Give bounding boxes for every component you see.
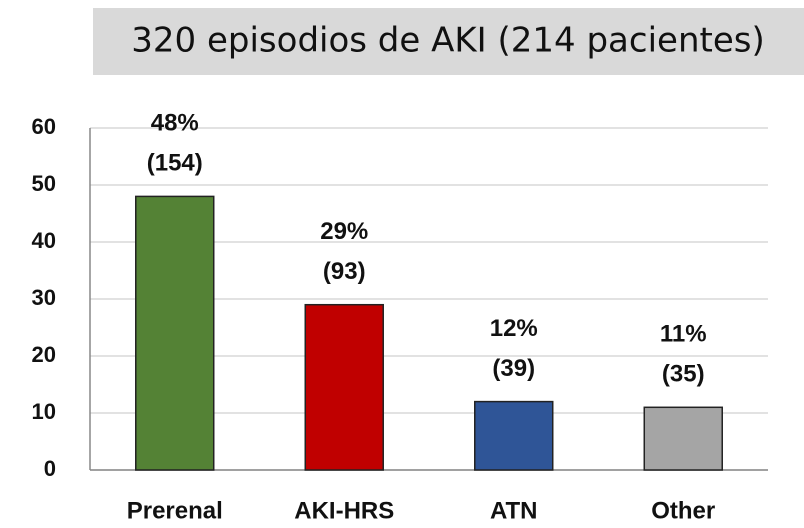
count-label: (154) <box>147 150 203 177</box>
y-tick-label: 30 <box>32 285 56 310</box>
x-tick-label: Other <box>651 497 715 524</box>
title-box <box>93 8 804 75</box>
value-label: 29% <box>320 218 368 245</box>
value-label: 48% <box>151 110 199 137</box>
x-tick-label: ATN <box>490 497 538 524</box>
y-tick-label: 50 <box>32 171 56 196</box>
y-tick-label: 60 <box>32 114 56 139</box>
value-label: 12% <box>490 315 538 342</box>
y-tick-label: 20 <box>32 342 56 367</box>
bar <box>304 303 384 471</box>
count-label: (35) <box>662 361 705 388</box>
y-tick-label: 10 <box>32 399 56 424</box>
value-label: 11% <box>660 321 707 348</box>
count-label: (93) <box>323 258 366 285</box>
y-tick-label: 0 <box>44 456 56 481</box>
bar <box>643 406 723 471</box>
x-tick-label: AKI-HRS <box>294 497 394 524</box>
y-tick-label: 40 <box>32 228 56 253</box>
x-tick-label: Prerenal <box>127 497 223 524</box>
chart-title: 320 episodios de AKI (214 pacientes) <box>131 21 764 61</box>
count-label: (39) <box>492 355 535 382</box>
bar <box>135 195 215 471</box>
bar <box>474 400 554 471</box>
